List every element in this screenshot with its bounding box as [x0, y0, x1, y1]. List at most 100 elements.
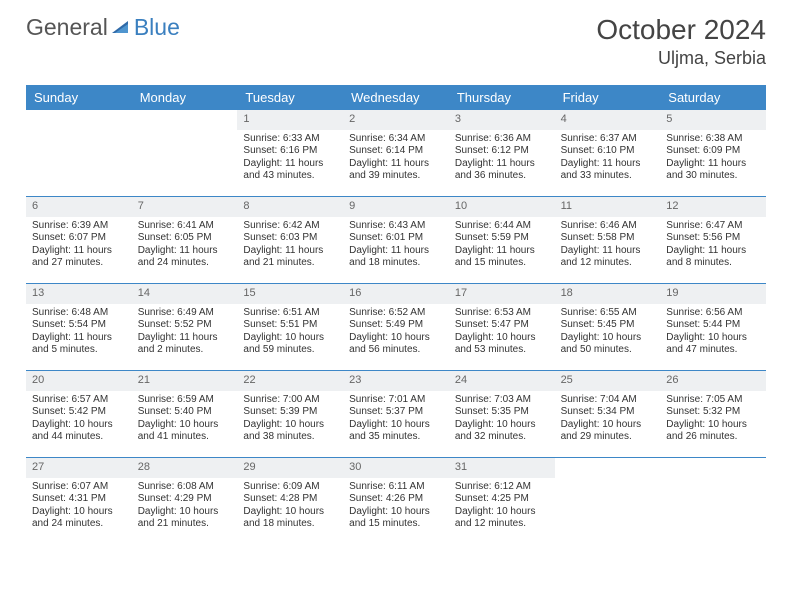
location: Uljma, Serbia	[596, 48, 766, 69]
day-number: 5	[660, 110, 766, 130]
day-cell: 25Sunrise: 7:04 AMSunset: 5:34 PMDayligh…	[555, 371, 661, 457]
day-cell: 15Sunrise: 6:51 AMSunset: 5:51 PMDayligh…	[237, 284, 343, 370]
day-body: Sunrise: 6:57 AMSunset: 5:42 PMDaylight:…	[26, 391, 132, 448]
daylight-text: Daylight: 11 hours and 33 minutes.	[561, 158, 655, 183]
week-row: 13Sunrise: 6:48 AMSunset: 5:54 PMDayligh…	[26, 283, 766, 370]
day-cell: 2Sunrise: 6:34 AMSunset: 6:14 PMDaylight…	[343, 110, 449, 196]
day-cell: 29Sunrise: 6:09 AMSunset: 4:28 PMDayligh…	[237, 458, 343, 544]
day-cell: 3Sunrise: 6:36 AMSunset: 6:12 PMDaylight…	[449, 110, 555, 196]
day-body	[26, 116, 132, 123]
day-cell	[660, 458, 766, 544]
day-number: 19	[660, 284, 766, 304]
daylight-text: Daylight: 11 hours and 8 minutes.	[666, 245, 760, 270]
day-body: Sunrise: 6:12 AMSunset: 4:25 PMDaylight:…	[449, 478, 555, 535]
sunset-text: Sunset: 5:34 PM	[561, 406, 655, 419]
day-body: Sunrise: 7:03 AMSunset: 5:35 PMDaylight:…	[449, 391, 555, 448]
day-body	[660, 464, 766, 471]
day-number: 1	[237, 110, 343, 130]
day-body: Sunrise: 6:09 AMSunset: 4:28 PMDaylight:…	[237, 478, 343, 535]
day-number: 15	[237, 284, 343, 304]
day-body: Sunrise: 6:59 AMSunset: 5:40 PMDaylight:…	[132, 391, 238, 448]
day-number: 27	[26, 458, 132, 478]
weekday-header: Sunday Monday Tuesday Wednesday Thursday…	[26, 85, 766, 110]
day-number: 11	[555, 197, 661, 217]
day-number: 24	[449, 371, 555, 391]
day-number: 21	[132, 371, 238, 391]
brand-logo: General Blue	[26, 14, 180, 41]
day-cell: 26Sunrise: 7:05 AMSunset: 5:32 PMDayligh…	[660, 371, 766, 457]
sunset-text: Sunset: 6:14 PM	[349, 145, 443, 158]
day-cell: 10Sunrise: 6:44 AMSunset: 5:59 PMDayligh…	[449, 197, 555, 283]
sunset-text: Sunset: 5:35 PM	[455, 406, 549, 419]
day-number: 20	[26, 371, 132, 391]
day-body: Sunrise: 6:53 AMSunset: 5:47 PMDaylight:…	[449, 304, 555, 361]
day-number: 4	[555, 110, 661, 130]
day-body	[132, 116, 238, 123]
day-cell: 1Sunrise: 6:33 AMSunset: 6:16 PMDaylight…	[237, 110, 343, 196]
sunset-text: Sunset: 5:37 PM	[349, 406, 443, 419]
sunrise-text: Sunrise: 6:09 AM	[243, 481, 337, 494]
day-cell: 13Sunrise: 6:48 AMSunset: 5:54 PMDayligh…	[26, 284, 132, 370]
month-title: October 2024	[596, 14, 766, 46]
sunset-text: Sunset: 4:28 PM	[243, 493, 337, 506]
day-cell: 24Sunrise: 7:03 AMSunset: 5:35 PMDayligh…	[449, 371, 555, 457]
sunset-text: Sunset: 5:52 PM	[138, 319, 232, 332]
sunset-text: Sunset: 6:12 PM	[455, 145, 549, 158]
daylight-text: Daylight: 11 hours and 24 minutes.	[138, 245, 232, 270]
day-body: Sunrise: 7:00 AMSunset: 5:39 PMDaylight:…	[237, 391, 343, 448]
sunrise-text: Sunrise: 6:57 AM	[32, 394, 126, 407]
sunrise-text: Sunrise: 7:04 AM	[561, 394, 655, 407]
sunset-text: Sunset: 4:29 PM	[138, 493, 232, 506]
day-body: Sunrise: 7:01 AMSunset: 5:37 PMDaylight:…	[343, 391, 449, 448]
day-body: Sunrise: 6:41 AMSunset: 6:05 PMDaylight:…	[132, 217, 238, 274]
day-body: Sunrise: 6:08 AMSunset: 4:29 PMDaylight:…	[132, 478, 238, 535]
day-number: 14	[132, 284, 238, 304]
day-body: Sunrise: 6:33 AMSunset: 6:16 PMDaylight:…	[237, 130, 343, 187]
day-body: Sunrise: 6:36 AMSunset: 6:12 PMDaylight:…	[449, 130, 555, 187]
day-body: Sunrise: 6:46 AMSunset: 5:58 PMDaylight:…	[555, 217, 661, 274]
weekday-label: Thursday	[449, 85, 555, 110]
daylight-text: Daylight: 10 hours and 18 minutes.	[243, 506, 337, 531]
sunrise-text: Sunrise: 6:43 AM	[349, 220, 443, 233]
week-row: 1Sunrise: 6:33 AMSunset: 6:16 PMDaylight…	[26, 110, 766, 196]
day-cell: 20Sunrise: 6:57 AMSunset: 5:42 PMDayligh…	[26, 371, 132, 457]
header: General Blue October 2024 Uljma, Serbia	[0, 0, 792, 73]
day-cell: 28Sunrise: 6:08 AMSunset: 4:29 PMDayligh…	[132, 458, 238, 544]
sunset-text: Sunset: 4:31 PM	[32, 493, 126, 506]
day-body: Sunrise: 6:52 AMSunset: 5:49 PMDaylight:…	[343, 304, 449, 361]
daylight-text: Daylight: 11 hours and 30 minutes.	[666, 158, 760, 183]
sunrise-text: Sunrise: 7:00 AM	[243, 394, 337, 407]
sunrise-text: Sunrise: 6:52 AM	[349, 307, 443, 320]
day-number: 10	[449, 197, 555, 217]
sunrise-text: Sunrise: 6:59 AM	[138, 394, 232, 407]
day-cell: 21Sunrise: 6:59 AMSunset: 5:40 PMDayligh…	[132, 371, 238, 457]
day-cell: 5Sunrise: 6:38 AMSunset: 6:09 PMDaylight…	[660, 110, 766, 196]
sunset-text: Sunset: 5:54 PM	[32, 319, 126, 332]
sunrise-text: Sunrise: 6:55 AM	[561, 307, 655, 320]
day-body: Sunrise: 6:44 AMSunset: 5:59 PMDaylight:…	[449, 217, 555, 274]
daylight-text: Daylight: 10 hours and 59 minutes.	[243, 332, 337, 357]
day-body: Sunrise: 6:49 AMSunset: 5:52 PMDaylight:…	[132, 304, 238, 361]
day-number: 16	[343, 284, 449, 304]
daylight-text: Daylight: 11 hours and 27 minutes.	[32, 245, 126, 270]
day-number: 2	[343, 110, 449, 130]
weekday-label: Saturday	[660, 85, 766, 110]
sunset-text: Sunset: 4:25 PM	[455, 493, 549, 506]
day-body: Sunrise: 7:05 AMSunset: 5:32 PMDaylight:…	[660, 391, 766, 448]
day-number: 29	[237, 458, 343, 478]
sunrise-text: Sunrise: 6:42 AM	[243, 220, 337, 233]
weekday-label: Sunday	[26, 85, 132, 110]
day-body: Sunrise: 6:47 AMSunset: 5:56 PMDaylight:…	[660, 217, 766, 274]
day-number: 18	[555, 284, 661, 304]
day-number: 17	[449, 284, 555, 304]
day-cell: 9Sunrise: 6:43 AMSunset: 6:01 PMDaylight…	[343, 197, 449, 283]
title-block: October 2024 Uljma, Serbia	[596, 14, 766, 69]
sunrise-text: Sunrise: 6:37 AM	[561, 133, 655, 146]
daylight-text: Daylight: 10 hours and 41 minutes.	[138, 419, 232, 444]
sunrise-text: Sunrise: 6:53 AM	[455, 307, 549, 320]
day-number: 22	[237, 371, 343, 391]
day-body: Sunrise: 6:43 AMSunset: 6:01 PMDaylight:…	[343, 217, 449, 274]
weekday-label: Monday	[132, 85, 238, 110]
sunrise-text: Sunrise: 6:46 AM	[561, 220, 655, 233]
sunrise-text: Sunrise: 6:48 AM	[32, 307, 126, 320]
